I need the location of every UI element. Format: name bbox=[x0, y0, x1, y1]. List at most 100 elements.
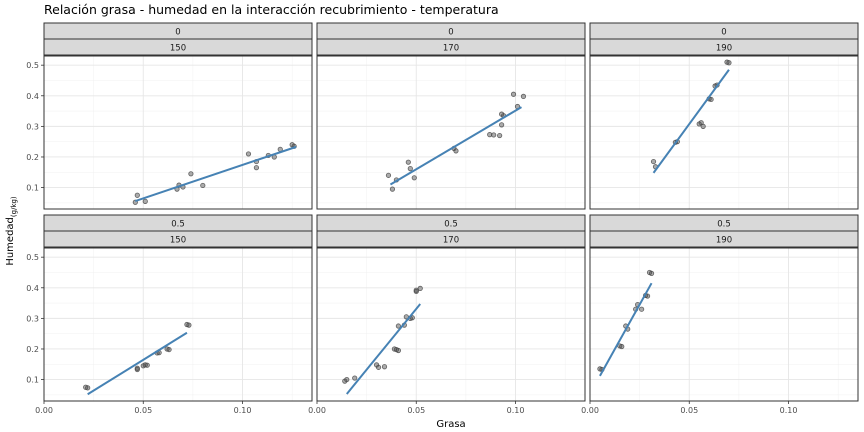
facet-strip-label: 170 bbox=[443, 44, 459, 54]
x-tick-label: 0.10 bbox=[507, 406, 525, 415]
x-tick-label: 0.00 bbox=[35, 406, 53, 415]
facet-strip-label: 150 bbox=[170, 236, 186, 246]
x-tick-label: 0.05 bbox=[680, 406, 698, 415]
plot-background bbox=[44, 248, 312, 401]
y-tick-label: 0.1 bbox=[26, 376, 39, 385]
data-point bbox=[395, 323, 401, 329]
data-point bbox=[405, 159, 411, 165]
x-tick-label: 0.05 bbox=[407, 406, 425, 415]
y-tick-label: 0.1 bbox=[26, 184, 39, 193]
y-tick-label: 0.4 bbox=[26, 284, 39, 293]
panel-border bbox=[43, 247, 313, 402]
data-point bbox=[520, 93, 527, 99]
panel-border bbox=[43, 55, 313, 210]
facet-strip-bottom bbox=[589, 38, 859, 56]
data-point bbox=[395, 347, 401, 354]
data-point bbox=[499, 122, 505, 128]
facet-strip-label: 190 bbox=[716, 236, 732, 246]
data-point bbox=[648, 270, 655, 276]
data-point bbox=[453, 148, 459, 154]
data-point bbox=[344, 376, 350, 383]
data-point bbox=[708, 96, 714, 103]
data-point bbox=[650, 158, 657, 165]
regression-line bbox=[599, 282, 653, 377]
y-tick-label: 0.5 bbox=[26, 253, 39, 262]
data-point bbox=[253, 165, 260, 171]
data-point bbox=[134, 192, 140, 198]
facet-strip-bottom bbox=[43, 230, 313, 248]
facet-panel: 0.5 170 0.00 0.05 0.10 bbox=[308, 214, 586, 415]
y-tick-label: 0.3 bbox=[26, 314, 39, 323]
regression-line bbox=[346, 303, 422, 395]
data-point bbox=[375, 364, 382, 370]
data-point bbox=[639, 306, 645, 312]
plot-background bbox=[590, 248, 858, 401]
regression-line bbox=[652, 69, 730, 174]
y-axis-label: Humedad(g/kg) bbox=[5, 196, 18, 266]
facet-panel: 0 190 bbox=[589, 22, 859, 210]
regression-line bbox=[389, 106, 522, 186]
plot-background bbox=[317, 56, 585, 209]
x-tick-label: 0.10 bbox=[780, 406, 798, 415]
facet-panel: 0 170 bbox=[316, 22, 586, 210]
regression-line bbox=[134, 145, 297, 202]
data-point bbox=[491, 132, 497, 138]
facet-panel: 0.5 150 0.1 0.2 0.3 0.4 0.5 0.00 0.05 0.10 bbox=[26, 214, 313, 415]
regression-line bbox=[87, 331, 188, 396]
data-point bbox=[134, 365, 140, 371]
x-tick-label: 0.00 bbox=[308, 406, 326, 415]
data-point bbox=[407, 166, 413, 172]
y-tick-label: 0.5 bbox=[26, 61, 39, 70]
y-axis-label-main: Humedad bbox=[5, 217, 16, 266]
panel-border bbox=[589, 247, 859, 402]
x-axis-label: Grasa bbox=[436, 419, 465, 430]
data-point bbox=[726, 60, 732, 66]
facet-strip-label: 0 bbox=[721, 28, 726, 38]
data-point bbox=[385, 172, 392, 178]
data-point bbox=[166, 346, 172, 353]
data-point bbox=[700, 123, 706, 129]
facet-strip-label: 190 bbox=[716, 44, 732, 54]
data-point bbox=[497, 132, 503, 139]
x-tick-label: 0.00 bbox=[581, 406, 599, 415]
facet-strip-label: 0 bbox=[448, 28, 453, 38]
facet-strip-label: 0.5 bbox=[717, 220, 731, 230]
facet-strip-label: 0.5 bbox=[171, 220, 185, 230]
plot-background bbox=[590, 56, 858, 209]
data-point bbox=[352, 375, 358, 381]
data-point bbox=[85, 385, 91, 391]
x-tick-label: 0.10 bbox=[234, 406, 252, 415]
data-point bbox=[142, 198, 148, 204]
data-point bbox=[411, 175, 417, 181]
data-point bbox=[200, 182, 206, 189]
data-point bbox=[389, 186, 396, 192]
data-point bbox=[487, 132, 493, 138]
data-point bbox=[413, 288, 419, 295]
y-tick-label: 0.2 bbox=[26, 345, 39, 354]
facet-strip-label: 0 bbox=[175, 28, 180, 38]
data-point bbox=[245, 151, 252, 157]
facet-panel: 0.5 190 0.00 0.05 0.10 bbox=[581, 214, 859, 415]
facet-strip-label: 150 bbox=[170, 44, 186, 54]
facet-strip-label: 170 bbox=[443, 236, 459, 246]
data-point bbox=[619, 343, 625, 350]
data-point bbox=[417, 285, 423, 291]
facet-strip-bottom bbox=[316, 230, 586, 248]
data-point bbox=[510, 91, 517, 97]
facet-strip-bottom bbox=[316, 38, 586, 56]
facet-panel: 0 150 0.1 0.2 0.3 0.4 0.5 bbox=[26, 22, 313, 210]
y-tick-label: 0.3 bbox=[26, 122, 39, 131]
data-point bbox=[381, 364, 388, 370]
x-tick-label: 0.05 bbox=[134, 406, 152, 415]
data-point bbox=[188, 171, 194, 177]
y-tick-label: 0.4 bbox=[26, 92, 39, 101]
data-point bbox=[186, 322, 192, 328]
panel-border bbox=[316, 247, 586, 402]
y-axis-label-unit: (g/kg) bbox=[10, 196, 18, 217]
y-tick-label: 0.2 bbox=[26, 153, 39, 162]
chart-title: Relación grasa - humedad en la interacci… bbox=[44, 2, 499, 17]
data-point bbox=[144, 362, 150, 368]
panel-border bbox=[589, 55, 859, 210]
facet-strip-label: 0.5 bbox=[444, 220, 458, 230]
